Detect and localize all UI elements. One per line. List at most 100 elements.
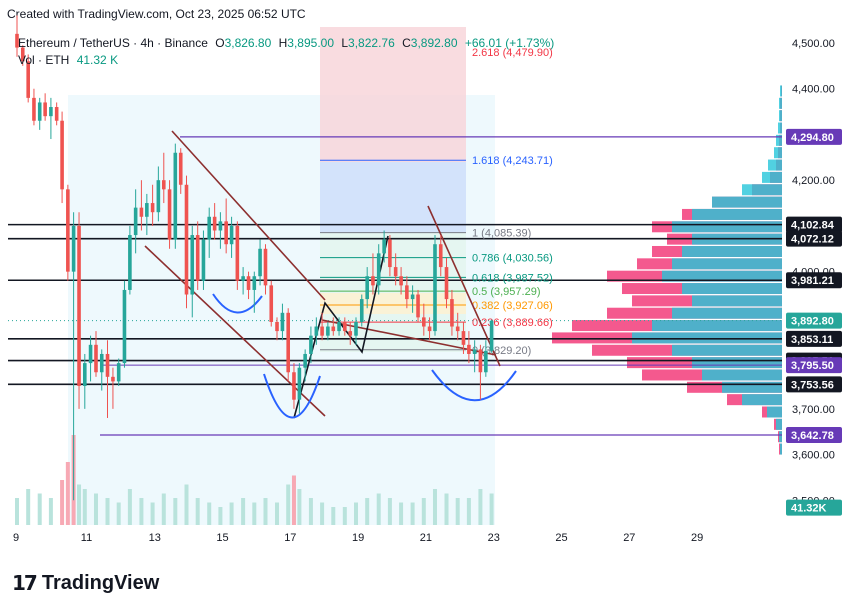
y-tick-label: 4,500.00 xyxy=(792,38,835,50)
volume-profile-bar xyxy=(779,110,782,122)
candle-body xyxy=(297,367,302,400)
volume-profile-bar xyxy=(692,357,782,369)
volume-bar xyxy=(207,502,212,525)
price-tag-bg xyxy=(786,216,842,233)
volume-profile-bar xyxy=(779,431,782,443)
candle-body xyxy=(286,312,290,373)
candle-body xyxy=(207,216,212,240)
fib-level-label: 1 (4,085.39) xyxy=(472,228,531,240)
candle-body xyxy=(399,276,403,286)
candle-body xyxy=(60,120,64,190)
volume-profile-bar xyxy=(768,159,782,171)
drawings xyxy=(144,130,517,419)
x-tick-label: 11 xyxy=(81,532,92,544)
candle-body xyxy=(280,312,285,332)
volume-bar xyxy=(342,507,347,525)
volume-bar xyxy=(297,489,302,525)
candle-body xyxy=(77,225,81,386)
candle-body xyxy=(461,331,466,345)
candle-body xyxy=(43,102,47,117)
candle-body xyxy=(382,239,386,254)
x-tick-label: 27 xyxy=(623,532,635,544)
volume-bar xyxy=(15,498,19,525)
volume-bar xyxy=(376,493,381,525)
price-tag-label: 3,981.21 xyxy=(791,275,834,287)
volume-profile-bar xyxy=(702,369,782,381)
target-zone-red xyxy=(320,27,466,162)
volume-profile-bar xyxy=(682,283,782,295)
volume-bar xyxy=(387,498,392,525)
pattern-arc-3 xyxy=(431,369,517,402)
volume-bar xyxy=(399,502,404,525)
price-tag-bg xyxy=(786,499,842,516)
candle-body xyxy=(212,216,217,231)
volume-profile-bar xyxy=(780,85,782,97)
candle-body xyxy=(303,353,307,368)
volume-bar xyxy=(432,489,437,525)
candle-body xyxy=(467,344,471,354)
candle-body xyxy=(184,184,189,295)
low-label: L xyxy=(341,36,349,50)
candle-body xyxy=(150,203,155,213)
candle-body xyxy=(320,326,324,336)
candle-body xyxy=(410,294,415,300)
candle-body xyxy=(235,225,240,281)
candle-body xyxy=(105,353,110,377)
candle-body xyxy=(438,244,443,268)
volume-profile-bar xyxy=(742,184,782,196)
candle-body xyxy=(393,267,398,277)
volume-profile-bar xyxy=(692,295,782,307)
price-tags: 4,294.80 4,102.84 4,072.12 3,981.21 3,892.80… xyxy=(786,128,842,516)
volume-bar xyxy=(184,484,189,525)
candle-body xyxy=(190,235,195,295)
low-value: 3,822.76 xyxy=(348,36,395,50)
volume-bar xyxy=(252,502,257,525)
volume-label[interactable]: Vol · ETH xyxy=(18,53,70,67)
fib-level-label: 0.786 (4,030.56) xyxy=(472,253,553,265)
candle-body xyxy=(122,289,127,364)
chart-header: Created with TradingView.com, Oct 23, 20… xyxy=(7,7,306,21)
candle-body xyxy=(195,235,200,281)
candle-body xyxy=(88,344,93,364)
volume-profile-bar xyxy=(712,196,782,208)
volume-profile-bar xyxy=(682,245,782,257)
volume-bar xyxy=(150,502,155,525)
candle-body xyxy=(472,349,477,354)
price-tag-bg xyxy=(786,128,842,145)
candle-body xyxy=(309,335,313,354)
volume-bar xyxy=(139,498,144,525)
brand-name: TradingView xyxy=(41,571,160,594)
volume-bar xyxy=(173,498,178,525)
candle-body xyxy=(128,235,132,290)
candle-body xyxy=(139,207,144,217)
candle-body xyxy=(388,239,392,268)
volume-bar xyxy=(161,493,166,525)
candle-body xyxy=(94,344,98,373)
y-tick-label: 3,700.00 xyxy=(792,404,835,416)
symbol-title[interactable]: Ethereum / TetherUS · 4h · Binance xyxy=(18,36,208,50)
high-label: H xyxy=(278,36,288,50)
candle-body xyxy=(450,299,454,327)
created-text: Created with TradingView.com, Oct 23, 20… xyxy=(7,7,306,21)
price-tag-label: 3,753.56 xyxy=(791,379,834,391)
chart-backgrounds xyxy=(68,27,495,525)
volume-bar xyxy=(410,502,415,525)
price-tag-bg xyxy=(786,376,842,393)
candle-body xyxy=(343,321,347,332)
trendline-2 xyxy=(427,205,501,367)
pattern-arc-left xyxy=(212,293,263,314)
candle-body xyxy=(292,372,296,400)
volume-bar xyxy=(489,493,494,525)
candle-body xyxy=(71,225,76,272)
volume-bar xyxy=(241,498,246,525)
volume-profile-bar xyxy=(779,97,782,109)
candle-body xyxy=(49,107,53,117)
x-tick-label: 29 xyxy=(691,532,703,544)
volume-profile-bar xyxy=(780,443,782,455)
candles xyxy=(15,15,494,501)
y-tick-label: 3,600.00 xyxy=(792,450,835,462)
volume-bar xyxy=(82,489,87,525)
y-tick-label: 4,400.00 xyxy=(792,84,835,96)
volume-profile-bar xyxy=(662,270,782,282)
